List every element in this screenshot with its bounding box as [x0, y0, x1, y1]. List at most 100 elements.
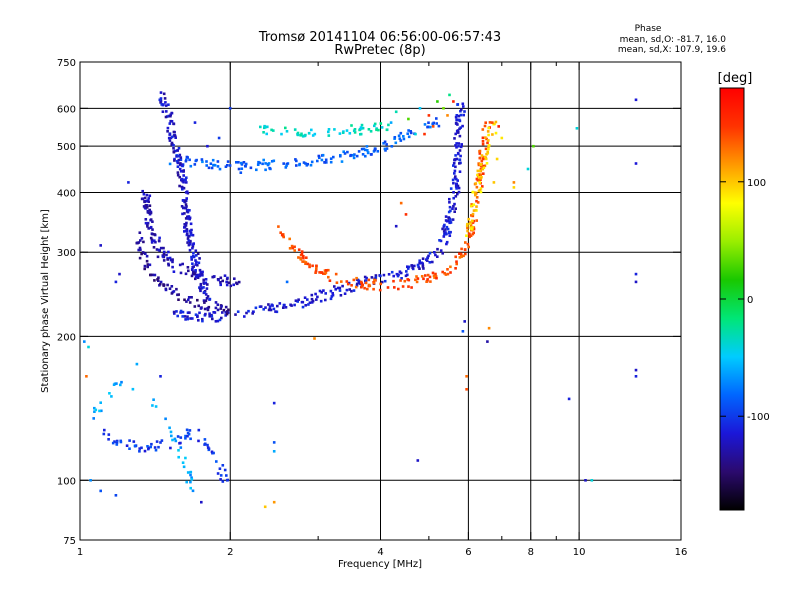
data-point — [145, 259, 149, 263]
data-point — [460, 255, 463, 258]
data-point — [311, 299, 315, 303]
data-point — [188, 311, 191, 314]
data-point — [204, 442, 207, 446]
data-point — [454, 175, 457, 178]
data-point — [205, 164, 208, 167]
data-point — [634, 280, 638, 284]
data-point — [203, 301, 206, 304]
data-point — [164, 287, 168, 291]
data-point — [185, 229, 189, 233]
data-point — [270, 160, 274, 163]
data-point — [190, 296, 193, 299]
data-point — [455, 118, 458, 122]
data-point — [452, 181, 455, 185]
data-point — [300, 300, 304, 304]
data-point — [634, 98, 638, 102]
data-point — [177, 147, 181, 150]
data-point — [203, 307, 207, 311]
data-point — [418, 262, 421, 265]
data-point — [146, 445, 149, 448]
data-point — [270, 128, 273, 132]
data-point — [455, 142, 458, 145]
data-point — [291, 246, 295, 250]
data-point — [306, 262, 310, 266]
data-point — [218, 467, 222, 470]
data-point — [423, 123, 427, 126]
data-point — [108, 392, 111, 395]
data-point — [140, 237, 144, 240]
y-tick-label: 500 — [57, 142, 76, 153]
data-point — [288, 237, 291, 241]
data-point — [427, 254, 430, 258]
data-point — [475, 219, 478, 222]
data-point — [321, 153, 325, 157]
data-point — [267, 308, 271, 312]
data-point — [475, 205, 478, 208]
data-point — [526, 167, 530, 171]
data-point — [375, 128, 378, 132]
data-point — [184, 203, 188, 206]
data-point — [180, 185, 184, 189]
data-point — [162, 259, 166, 262]
data-point — [352, 129, 356, 132]
data-point — [139, 248, 142, 252]
data-point — [200, 272, 204, 276]
data-point — [263, 124, 266, 128]
data-point — [99, 244, 102, 247]
data-point — [470, 203, 473, 206]
data-point — [451, 207, 454, 210]
data-point — [194, 249, 198, 252]
data-point — [288, 247, 292, 250]
data-point — [279, 231, 282, 234]
data-point — [324, 292, 327, 295]
data-point — [202, 299, 206, 302]
data-point — [170, 292, 174, 295]
data-point — [113, 440, 116, 443]
data-point — [397, 273, 400, 276]
data-point — [466, 242, 470, 246]
data-point — [186, 431, 190, 435]
data-point — [465, 224, 469, 227]
data-point — [315, 267, 318, 271]
data-point — [482, 166, 486, 169]
data-point — [176, 149, 179, 152]
data-point — [484, 121, 487, 124]
data-point — [193, 272, 196, 276]
data-point — [151, 273, 154, 277]
data-point — [327, 268, 330, 272]
data-point — [407, 135, 411, 139]
data-point — [179, 436, 183, 439]
data-point — [242, 161, 246, 164]
data-point — [189, 317, 192, 320]
data-point — [189, 164, 193, 168]
data-point — [354, 285, 358, 289]
data-point — [322, 272, 325, 275]
data-point — [294, 299, 298, 302]
data-point — [300, 132, 303, 136]
data-point — [143, 267, 146, 271]
data-point — [313, 337, 316, 340]
data-point — [164, 115, 168, 119]
data-point — [181, 461, 185, 464]
data-point — [201, 270, 204, 274]
data-point — [181, 315, 184, 318]
data-point — [452, 164, 455, 167]
data-point — [188, 248, 192, 252]
data-point — [102, 432, 106, 436]
data-point — [272, 307, 276, 311]
data-point — [471, 190, 474, 194]
data-point — [120, 380, 123, 384]
data-point — [428, 261, 432, 264]
data-point — [249, 166, 253, 170]
data-point — [147, 211, 151, 214]
data-point — [469, 234, 473, 237]
data-point — [465, 375, 468, 378]
data-point — [178, 163, 182, 167]
data-point — [453, 169, 457, 173]
data-point — [400, 277, 403, 280]
data-point — [293, 245, 296, 249]
data-point — [402, 137, 406, 141]
data-point — [479, 187, 483, 190]
data-point — [379, 122, 383, 125]
data-point — [223, 468, 227, 472]
